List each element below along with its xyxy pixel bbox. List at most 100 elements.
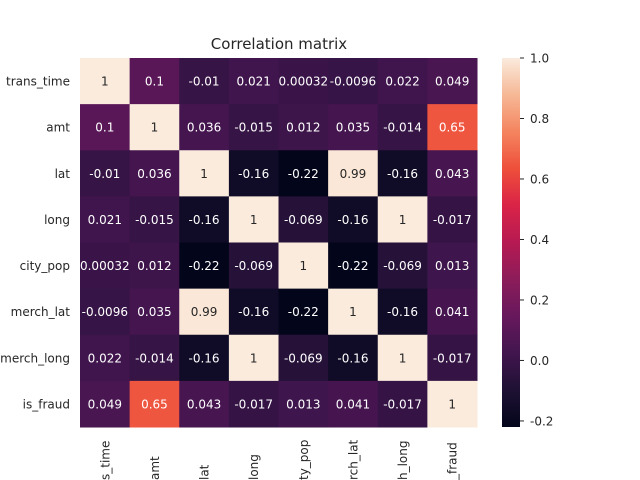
heatmap-cell — [80, 104, 131, 151]
heatmap-cell — [278, 150, 329, 197]
heatmap-cell — [129, 242, 180, 290]
cell-value-label: 0.00032 — [80, 259, 130, 273]
cell-value-label: -0.017 — [234, 397, 273, 411]
heatmap-cell — [228, 242, 280, 290]
colorbar-tick-label: 0.4 — [530, 233, 549, 247]
cell-value-label: -0.22 — [288, 167, 319, 181]
heatmap-cell — [179, 104, 230, 151]
heatmap-cell — [228, 104, 280, 151]
heatmap-cell — [129, 150, 180, 197]
heatmap-cell — [377, 380, 428, 428]
heatmap-cell — [427, 150, 478, 197]
cell-value-label: -0.0096 — [82, 305, 128, 319]
colorbar-tick-label: -0.2 — [530, 414, 553, 428]
heatmap-cell — [228, 196, 280, 244]
row-tick-label: long — [44, 213, 70, 227]
heatmap-cell — [328, 334, 379, 382]
column-tick-label: long — [247, 454, 261, 480]
cell-value-label: 0.049 — [435, 75, 469, 89]
heatmap-cell — [328, 288, 379, 336]
heatmap-cell — [179, 196, 230, 244]
heatmap-cell — [278, 196, 329, 244]
cell-value-label: 1 — [200, 167, 208, 181]
heatmap-cell — [278, 242, 329, 290]
heatmap-cell — [328, 380, 379, 428]
cell-value-label: 0.035 — [137, 305, 171, 319]
heatmap-cell — [80, 58, 131, 105]
cell-value-label: -0.16 — [238, 305, 269, 319]
column-tick-label: s_time — [98, 441, 112, 480]
cell-value-label: 0.021 — [88, 213, 122, 227]
cell-value-label: -0.16 — [238, 167, 269, 181]
heatmap-cell — [427, 288, 478, 336]
cell-value-label: 0.043 — [187, 397, 221, 411]
cell-value-label: 0.013 — [435, 259, 469, 273]
heatmap-cell — [328, 150, 379, 197]
heatmap-cell — [278, 334, 329, 382]
heatmap-cell — [80, 196, 131, 244]
heatmap-cell — [129, 334, 180, 382]
heatmap-cell — [377, 58, 428, 105]
heatmap-cell — [377, 150, 428, 197]
cell-value-label: 1 — [101, 75, 109, 89]
cell-value-label: 1 — [250, 213, 258, 227]
cell-value-label: 0.65 — [141, 397, 168, 411]
colorbar: -0.2 0.0 0.2 0.4 0.6 0.8 1.0 — [502, 52, 553, 428]
row-tick-label: city_pop — [20, 259, 70, 273]
cell-value-label: 1 — [399, 351, 407, 365]
heatmap-cell — [179, 58, 230, 105]
column-tick-label: rch_lat — [346, 439, 360, 480]
cell-value-label: 1 — [399, 213, 407, 227]
chart-title: Correlation matrix — [211, 35, 348, 53]
colorbar-tick-label: 0.0 — [530, 354, 549, 368]
column-tick-label: _fraud — [446, 442, 460, 480]
heatmap-cell — [129, 196, 180, 244]
heatmap-cell — [328, 242, 379, 290]
row-tick-label: trans_time — [6, 75, 70, 89]
heatmap-cell — [427, 380, 478, 428]
cell-value-label: 0.036 — [187, 121, 221, 135]
cell-value-label: 0.012 — [286, 121, 320, 135]
heatmap-cell — [427, 104, 478, 151]
heatmap-cell — [228, 334, 280, 382]
cell-value-label: 0.043 — [435, 167, 469, 181]
row-tick-label: merch_long — [0, 351, 70, 365]
heatmap-cell — [80, 150, 131, 197]
cell-value-label: -0.015 — [234, 121, 273, 135]
heatmap-cell — [179, 288, 230, 336]
cell-value-label: 0.1 — [145, 75, 164, 89]
cell-value-label: 0.041 — [435, 305, 469, 319]
column-tick-label: ty_pop — [297, 440, 311, 480]
heatmap-cell — [427, 196, 478, 244]
heatmap-cell — [129, 380, 180, 428]
heatmap-cell — [328, 58, 379, 105]
heatmap-cell — [228, 150, 280, 197]
heatmap-cell — [427, 58, 478, 105]
heatmap-cell — [377, 196, 428, 244]
heatmap-cell — [278, 58, 329, 105]
heatmap-cell — [228, 58, 280, 105]
cell-value-label: -0.16 — [337, 351, 368, 365]
cell-value-label: -0.16 — [387, 167, 418, 181]
cell-value-label: 1 — [250, 351, 258, 365]
cell-value-label: -0.014 — [135, 351, 174, 365]
heatmap-cell — [80, 242, 131, 290]
colorbar-tick-label: 0.8 — [530, 112, 549, 126]
cell-value-label: -0.069 — [383, 259, 422, 273]
heatmap-cell — [278, 288, 329, 336]
heatmap-cell — [129, 104, 180, 151]
colorbar-gradient — [502, 58, 520, 427]
cell-value-label: -0.014 — [383, 121, 422, 135]
row-tick-label: amt — [46, 121, 70, 135]
colorbar-tick-label: 1.0 — [530, 52, 549, 66]
heatmap-cell — [129, 58, 180, 105]
colorbar-tick-label: 0.2 — [530, 293, 549, 307]
cell-value-label: -0.22 — [189, 259, 220, 273]
heatmap-cell — [427, 242, 478, 290]
column-tick-labels: s_time amt lat long ty_pop rch_lat h_long _frau… — [98, 439, 459, 480]
cell-value-label: -0.0096 — [330, 75, 376, 89]
column-tick-label: h_long — [396, 440, 410, 480]
cell-value-label: 0.022 — [88, 351, 122, 365]
cell-value-label: -0.017 — [383, 397, 422, 411]
cell-value-label: 0.00032 — [278, 75, 328, 89]
